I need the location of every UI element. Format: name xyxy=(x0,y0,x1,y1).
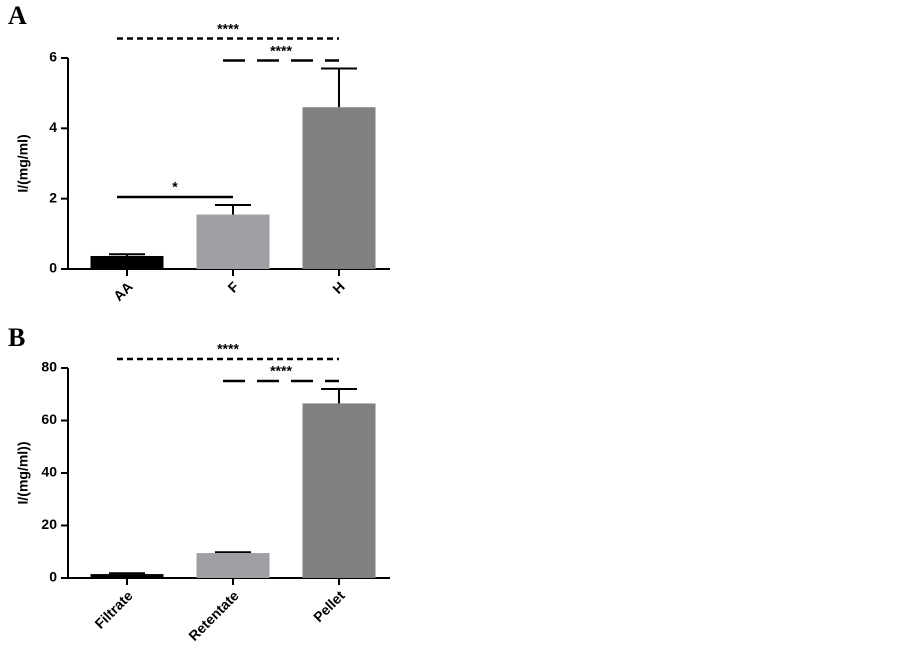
x-tick-label: H xyxy=(329,278,347,296)
significance-label: **** xyxy=(270,42,292,58)
bar xyxy=(90,255,164,269)
significance-label: * xyxy=(172,179,178,195)
significance-label: **** xyxy=(217,341,239,357)
x-tick-label: AA xyxy=(110,278,136,304)
bar xyxy=(90,574,164,578)
y-tick-label: 80 xyxy=(41,359,57,375)
y-tick-label: 2 xyxy=(49,189,57,205)
y-tick-label: 60 xyxy=(41,411,57,427)
significance-label: **** xyxy=(270,363,292,379)
y-tick-label: 0 xyxy=(49,569,57,585)
y-axis-label: I/(mg/ml) xyxy=(15,134,31,192)
y-tick-label: 20 xyxy=(41,516,57,532)
significance-label: **** xyxy=(217,20,239,36)
y-axis-label: I/(mg/ml)) xyxy=(15,442,31,505)
bar xyxy=(302,403,376,578)
y-tick-label: 0 xyxy=(49,260,57,276)
x-tick-label: Pellet xyxy=(310,587,348,625)
y-tick-label: 6 xyxy=(49,49,57,65)
bar xyxy=(302,107,376,269)
y-tick-label: 40 xyxy=(41,464,57,480)
panel-label: A xyxy=(8,1,27,30)
bar xyxy=(196,553,270,578)
y-tick-label: 4 xyxy=(49,119,57,135)
x-tick-label: Filtrate xyxy=(91,587,135,631)
bar xyxy=(196,214,270,269)
x-tick-label: F xyxy=(224,278,242,296)
panel-label: B xyxy=(8,323,25,352)
x-tick-label: Retentate xyxy=(185,587,242,644)
